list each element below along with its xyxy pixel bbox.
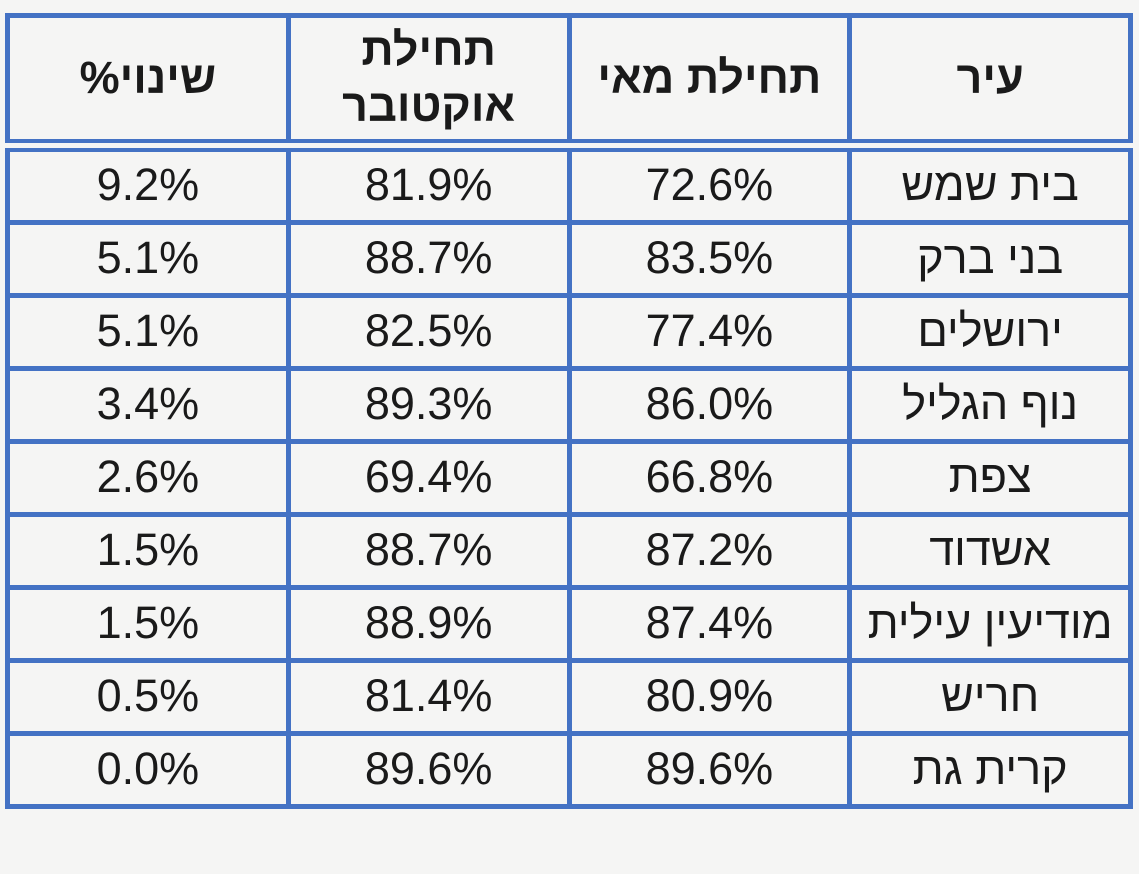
cell-october: 88.7%	[285, 511, 572, 590]
cell-change: 5.1%	[5, 219, 291, 298]
cell-change: 5.1%	[5, 292, 291, 371]
cell-change: 0.5%	[5, 657, 291, 736]
table-row: צפת 66.8% 69.4% 2.6%	[5, 438, 1133, 517]
cell-october: 88.9%	[285, 584, 572, 663]
cell-may: 89.6%	[566, 730, 853, 809]
cell-october: 81.9%	[285, 142, 572, 225]
column-header-may: תחילת מאי	[566, 13, 853, 152]
table-row: בית שמש 72.6% 81.9% 9.2%	[5, 142, 1133, 225]
cell-may: 87.4%	[566, 584, 853, 663]
cell-may: 87.2%	[566, 511, 853, 590]
cell-october: 82.5%	[285, 292, 572, 371]
cell-city: צפת	[847, 438, 1133, 517]
column-header-city: עיר	[847, 13, 1133, 152]
cell-may: 83.5%	[566, 219, 853, 298]
header-row: עיר תחילת מאי תחילת אוקטובר שינוי%	[5, 13, 1133, 152]
cell-change: 3.4%	[5, 365, 291, 444]
cell-city: קרית גת	[847, 730, 1133, 809]
cell-may: 77.4%	[566, 292, 853, 371]
table-row: חריש 80.9% 81.4% 0.5%	[5, 657, 1133, 736]
cell-city: מודיעין עילית	[847, 584, 1133, 663]
cell-change: 1.5%	[5, 584, 291, 663]
cell-city: אשדוד	[847, 511, 1133, 590]
cell-may: 66.8%	[566, 438, 853, 517]
cell-city: בני ברק	[847, 219, 1133, 298]
table-header: עיר תחילת מאי תחילת אוקטובר שינוי%	[5, 13, 1133, 152]
cell-change: 1.5%	[5, 511, 291, 590]
table-row: ירושלים 77.4% 82.5% 5.1%	[5, 292, 1133, 371]
city-comparison-table: עיר תחילת מאי תחילת אוקטובר שינוי% בית ש…	[5, 13, 1133, 809]
cell-october: 69.4%	[285, 438, 572, 517]
table-row: נוף הגליל 86.0% 89.3% 3.4%	[5, 365, 1133, 444]
table-body: בית שמש 72.6% 81.9% 9.2% בני ברק 83.5% 8…	[5, 142, 1133, 809]
cell-change: 9.2%	[5, 142, 291, 225]
cell-city: ירושלים	[847, 292, 1133, 371]
cell-city: בית שמש	[847, 142, 1133, 225]
cell-october: 81.4%	[285, 657, 572, 736]
table-row: מודיעין עילית 87.4% 88.9% 1.5%	[5, 584, 1133, 663]
cell-october: 88.7%	[285, 219, 572, 298]
table-row: בני ברק 83.5% 88.7% 5.1%	[5, 219, 1133, 298]
table-row: אשדוד 87.2% 88.7% 1.5%	[5, 511, 1133, 590]
cell-october: 89.6%	[285, 730, 572, 809]
cell-city: חריש	[847, 657, 1133, 736]
table-row: קרית גת 89.6% 89.6% 0.0%	[5, 730, 1133, 809]
cell-change: 0.0%	[5, 730, 291, 809]
cell-october: 89.3%	[285, 365, 572, 444]
cell-change: 2.6%	[5, 438, 291, 517]
column-header-october: תחילת אוקטובר	[285, 13, 572, 152]
cell-city: נוף הגליל	[847, 365, 1133, 444]
cell-may: 86.0%	[566, 365, 853, 444]
column-header-change: שינוי%	[5, 13, 291, 152]
cell-may: 80.9%	[566, 657, 853, 736]
cell-may: 72.6%	[566, 142, 853, 225]
